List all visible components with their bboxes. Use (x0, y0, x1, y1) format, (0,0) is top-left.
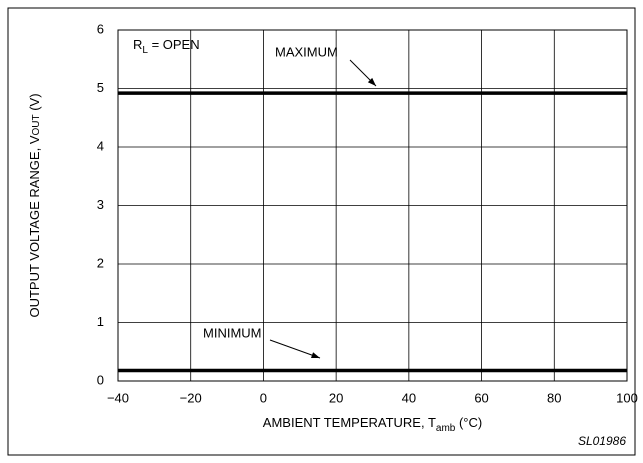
arrow-head (311, 352, 320, 359)
x-tick-label: 0 (260, 390, 267, 405)
series-label: MINIMUM (203, 325, 262, 340)
x-tick-label: −40 (107, 390, 129, 405)
x-tick-label: 40 (402, 390, 416, 405)
x-tick-label: −20 (180, 390, 202, 405)
y-axis-label-part: OUTPUT VOLTAGE RANGE, V (27, 135, 42, 317)
x-tick-label: 60 (474, 390, 488, 405)
x-tick-label: 20 (329, 390, 343, 405)
y-tick-label: 2 (97, 255, 104, 270)
y-axis-label-part: OUT (31, 114, 42, 135)
arrow-head (367, 77, 376, 86)
y-axis-label-part: (V) (27, 93, 42, 114)
footnote: SL01986 (578, 434, 626, 448)
y-tick-label: 1 (97, 314, 104, 329)
x-axis-label-part: AMBIENT TEMPERATURE, T (263, 415, 436, 430)
annotation-part: R (133, 37, 142, 52)
annotation-arrow (269, 339, 321, 359)
y-tick-label: 3 (97, 197, 104, 212)
y-tick-label: 5 (97, 80, 104, 95)
x-tick-label: 100 (616, 390, 638, 405)
x-tick-label: 80 (547, 390, 561, 405)
y-tick-label: 0 (97, 372, 104, 387)
annotation: RL = OPEN (133, 37, 200, 55)
x-axis-label-part: (°C) (455, 415, 482, 430)
y-tick-label: 6 (97, 21, 104, 36)
x-axis-label-part: amb (436, 423, 456, 434)
annotation-part: = OPEN (148, 37, 200, 52)
y-tick-label: 4 (97, 138, 104, 153)
frame (7, 7, 636, 456)
x-axis-label: AMBIENT TEMPERATURE, Tamb (°C) (263, 415, 482, 433)
series-label: MAXIMUM (275, 44, 338, 59)
y-axis-label: OUTPUT VOLTAGE RANGE, VOUT (V) (27, 93, 42, 317)
annotation-part: L (142, 45, 148, 56)
